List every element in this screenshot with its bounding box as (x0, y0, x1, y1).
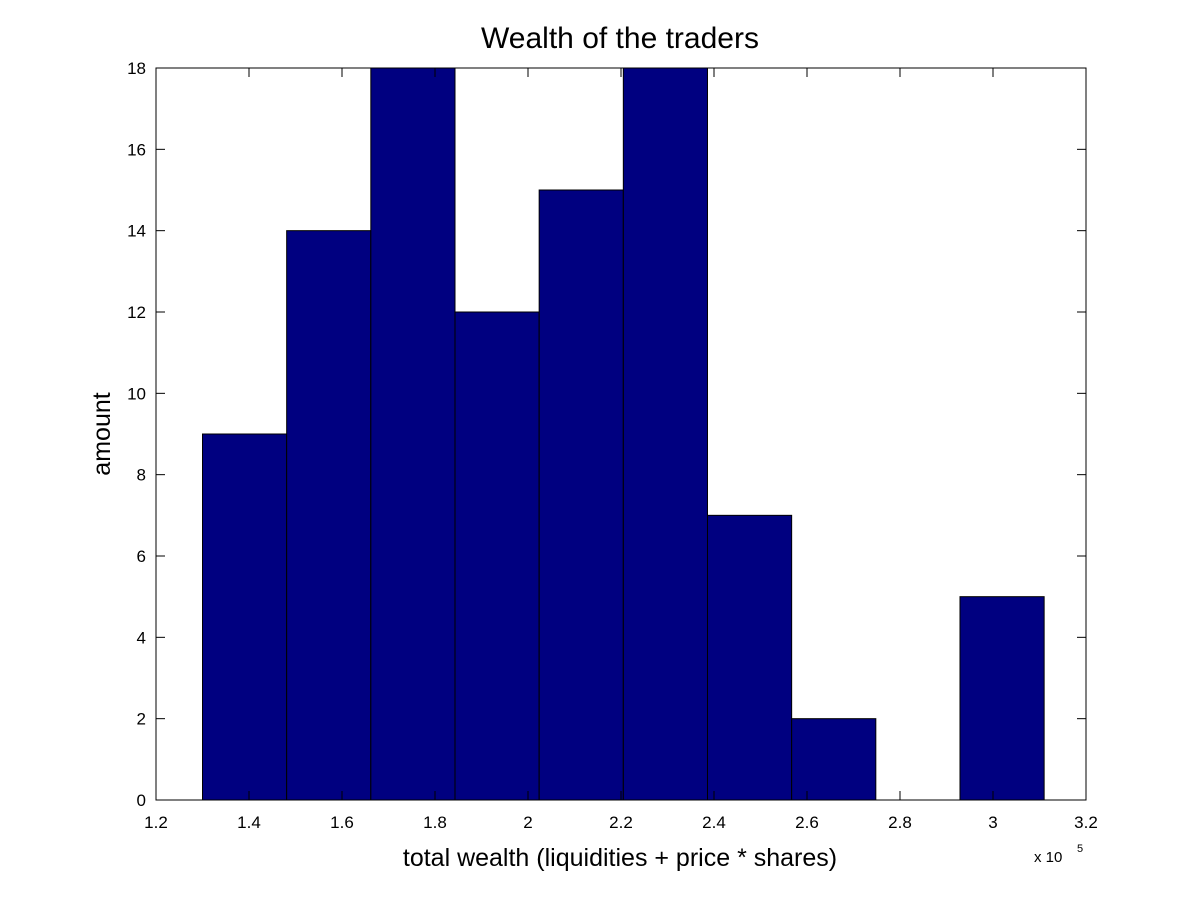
x-axis-label: total wealth (liquidities + price * shar… (403, 844, 837, 872)
x-tick-label: 2.8 (888, 813, 912, 832)
x-tick-label: 1.8 (423, 813, 447, 832)
x-tick-label: 2.4 (702, 813, 726, 832)
histogram-bar (791, 718, 877, 801)
chart-title: Wealth of the traders (481, 22, 759, 55)
histogram-bar (202, 433, 288, 801)
x-tick-label: 1.6 (330, 813, 354, 832)
x-tick-label: 3 (988, 813, 997, 832)
histogram-bar (706, 514, 793, 801)
x-tick-label: 2 (523, 813, 532, 832)
y-tick-label: 0 (137, 791, 146, 810)
y-tick-label: 4 (137, 628, 146, 647)
y-tick-label: 2 (137, 710, 146, 729)
x-tick-label: 3.2 (1074, 813, 1098, 832)
histogram-bar (454, 311, 540, 801)
y-tick-label: 16 (127, 140, 146, 159)
histogram-bar (959, 596, 1045, 801)
bars-group (202, 67, 1045, 801)
x-tick-label: 2.6 (795, 813, 819, 832)
y-tick-label: 8 (137, 466, 146, 485)
y-axis-label: amount (88, 392, 116, 475)
x-multiplier-exponent: 5 (1077, 843, 1083, 855)
y-tick-label: 12 (127, 303, 146, 322)
x-tick-label: 1.2 (144, 813, 168, 832)
x-tick-label: 2.2 (609, 813, 633, 832)
x-tick-label: 1.4 (237, 813, 261, 832)
y-tick-label: 10 (127, 384, 146, 403)
histogram-bar (286, 230, 372, 801)
histogram-bar (370, 67, 456, 801)
y-tick-label: 6 (137, 547, 146, 566)
x-multiplier-label: x 10 (1034, 849, 1062, 866)
ticks-group: 1.2 1.4 1.6 1.8 2 2.2 2.4 2.6 2.8 3 3.2 0 2 4 6 8 10 12 14… (127, 59, 1098, 832)
histogram-bar (538, 189, 624, 801)
y-tick-label: 14 (127, 222, 146, 241)
y-tick-label: 18 (127, 59, 146, 78)
histogram-bar (622, 67, 708, 801)
